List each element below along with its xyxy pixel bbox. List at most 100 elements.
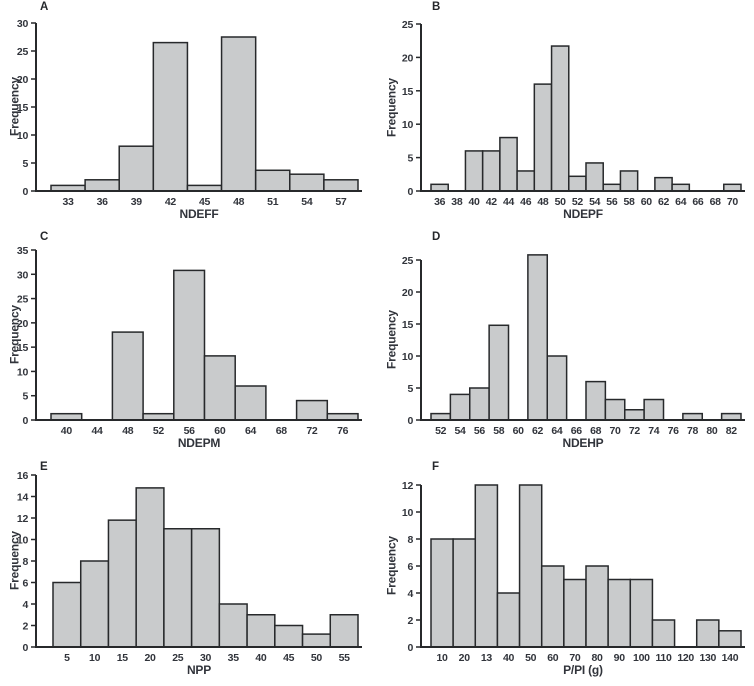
svg-text:33: 33: [63, 196, 75, 208]
svg-text:20: 20: [17, 74, 29, 86]
svg-text:15: 15: [402, 86, 414, 98]
svg-text:62: 62: [658, 196, 670, 208]
panel-letter-f: F: [432, 461, 440, 473]
svg-text:40: 40: [61, 425, 73, 437]
x-axis-label-b: NDEPF: [563, 207, 603, 221]
svg-text:30: 30: [17, 269, 29, 281]
svg-text:42: 42: [165, 196, 177, 208]
svg-text:68: 68: [590, 425, 602, 437]
svg-text:2: 2: [22, 621, 28, 633]
svg-text:130: 130: [699, 652, 716, 664]
svg-text:12: 12: [17, 513, 29, 525]
svg-text:25: 25: [402, 19, 414, 31]
svg-text:35: 35: [228, 652, 240, 664]
svg-text:48: 48: [122, 425, 134, 437]
svg-text:30: 30: [17, 18, 29, 30]
svg-text:4: 4: [22, 599, 28, 611]
svg-text:56: 56: [606, 196, 618, 208]
svg-text:10: 10: [17, 130, 29, 142]
panel-letter-d: D: [432, 231, 441, 243]
svg-text:0: 0: [407, 186, 413, 198]
svg-text:60: 60: [214, 425, 226, 437]
svg-text:54: 54: [455, 425, 467, 437]
histogram-panel-e: E Frequency 0 2 4 6 8 10 12 14 16 5 10 15 20 25 30 35 40…: [0, 460, 377, 686]
svg-text:60: 60: [547, 652, 559, 664]
panel-letter-e: E: [40, 461, 48, 473]
svg-text:54: 54: [589, 196, 601, 208]
svg-text:56: 56: [184, 425, 196, 437]
svg-text:2: 2: [407, 615, 413, 627]
svg-text:15: 15: [117, 652, 129, 664]
svg-text:0: 0: [22, 642, 28, 654]
svg-text:72: 72: [306, 425, 318, 437]
svg-text:40: 40: [503, 652, 515, 664]
svg-text:52: 52: [153, 425, 165, 437]
svg-text:66: 66: [571, 425, 583, 437]
svg-text:50: 50: [555, 196, 567, 208]
svg-text:40: 40: [469, 196, 481, 208]
svg-text:64: 64: [675, 196, 687, 208]
svg-text:70: 70: [610, 425, 622, 437]
svg-text:70: 70: [727, 196, 739, 208]
svg-text:10: 10: [402, 119, 414, 131]
svg-text:80: 80: [592, 652, 604, 664]
histogram-plot-c: 0 5 10 15 20 25 30 35 40 44 48 52 56 60 64 68 72 76: [17, 245, 362, 437]
svg-text:44: 44: [503, 196, 515, 208]
svg-text:5: 5: [22, 158, 28, 170]
svg-text:8: 8: [407, 534, 413, 546]
svg-text:58: 58: [493, 425, 505, 437]
panel-letter-c: C: [40, 231, 49, 243]
svg-text:68: 68: [710, 196, 722, 208]
svg-text:12: 12: [402, 480, 414, 492]
svg-text:76: 76: [337, 425, 349, 437]
svg-text:50: 50: [311, 652, 323, 664]
svg-text:6: 6: [22, 578, 28, 590]
svg-text:64: 64: [245, 425, 257, 437]
svg-text:30: 30: [200, 652, 212, 664]
svg-text:14: 14: [17, 492, 29, 504]
svg-text:25: 25: [402, 255, 414, 267]
svg-text:35: 35: [17, 245, 29, 257]
x-axis-label-c: NDEPM: [177, 436, 221, 450]
svg-text:5: 5: [22, 391, 28, 403]
svg-text:20: 20: [402, 287, 414, 299]
x-axis-label-e: NPP: [186, 663, 212, 677]
svg-text:15: 15: [17, 342, 29, 354]
svg-text:82: 82: [726, 425, 738, 437]
svg-text:16: 16: [17, 470, 29, 482]
svg-text:36: 36: [434, 196, 446, 208]
panel-letter-b: B: [432, 1, 441, 13]
histogram-panel-a: A Frequency 0 5 10 15 20 25 30 33 36 39 42 45 48 51 54…: [0, 0, 377, 230]
svg-text:80: 80: [706, 425, 718, 437]
x-axis-label-a: NDEFF: [179, 207, 219, 221]
svg-text:20: 20: [145, 652, 157, 664]
svg-text:110: 110: [655, 652, 671, 664]
svg-text:25: 25: [172, 652, 184, 664]
svg-text:8: 8: [22, 556, 28, 568]
svg-text:25: 25: [17, 294, 29, 306]
histogram-panel-c: C Frequency 0 5 10 15 20 25 30 35 40 44 48 52 56 60 64…: [0, 230, 377, 460]
svg-text:78: 78: [687, 425, 699, 437]
svg-text:60: 60: [641, 196, 653, 208]
svg-text:20: 20: [402, 52, 414, 64]
svg-text:10: 10: [89, 652, 101, 664]
svg-text:45: 45: [199, 196, 211, 208]
svg-text:72: 72: [629, 425, 641, 437]
svg-text:76: 76: [668, 425, 680, 437]
svg-text:6: 6: [407, 561, 413, 573]
svg-text:10: 10: [437, 652, 449, 664]
svg-text:52: 52: [572, 196, 584, 208]
svg-text:64: 64: [551, 425, 563, 437]
svg-text:56: 56: [474, 425, 486, 437]
svg-text:0: 0: [407, 642, 413, 654]
svg-text:38: 38: [451, 196, 463, 208]
svg-text:50: 50: [525, 652, 537, 664]
svg-text:10: 10: [17, 535, 29, 547]
svg-text:5: 5: [407, 383, 413, 395]
svg-text:40: 40: [255, 652, 267, 664]
svg-text:0: 0: [407, 415, 413, 427]
svg-text:10: 10: [402, 507, 414, 519]
svg-text:62: 62: [532, 425, 544, 437]
panel-letter-a: A: [40, 1, 49, 13]
